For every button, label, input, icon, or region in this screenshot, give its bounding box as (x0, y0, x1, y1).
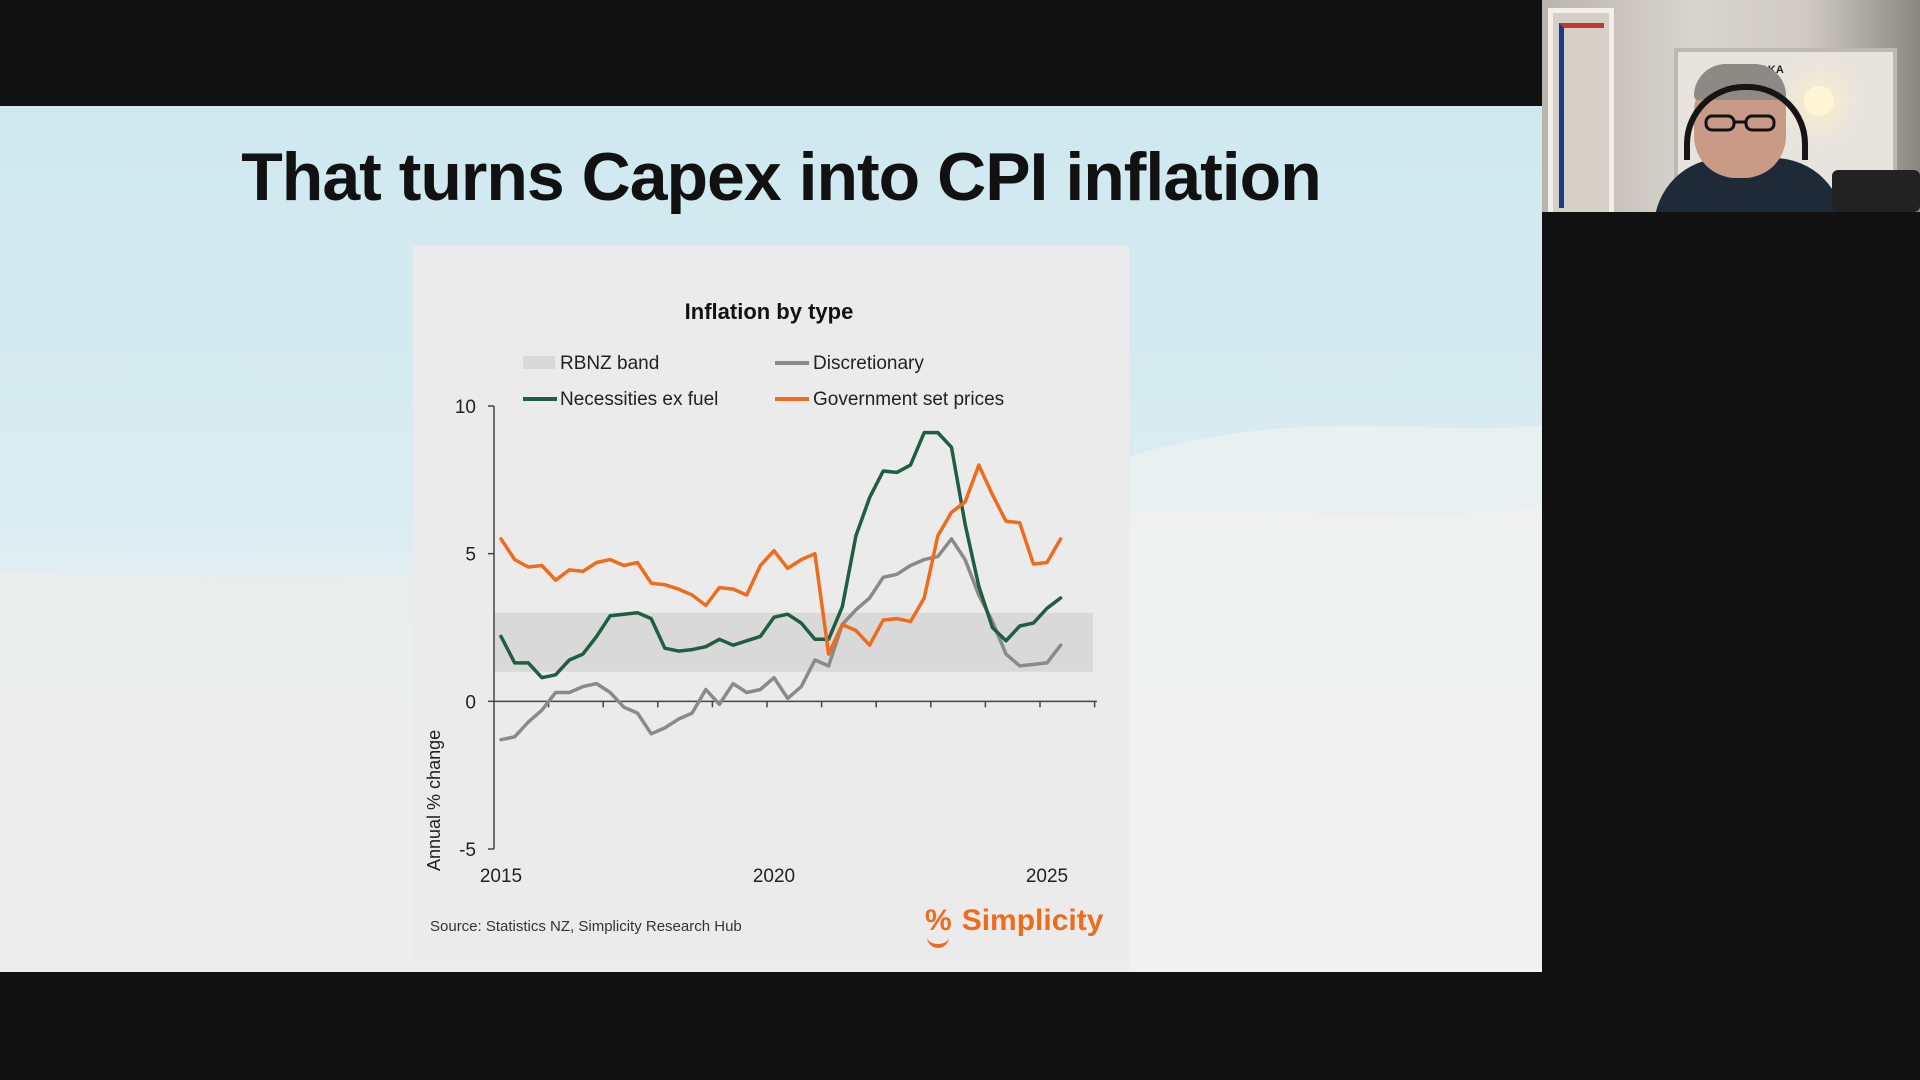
x-tick-label: 2015 (480, 866, 522, 887)
microphone (1832, 170, 1920, 212)
chart-title: Inflation by type (685, 299, 854, 324)
x-tick-label: 2020 (753, 866, 795, 887)
slide-title: That turns Capex into CPI inflation (241, 139, 1321, 215)
legend-label-necessities: Necessities ex fuel (560, 389, 718, 410)
legend-label-rbnz-band: RBNZ band (560, 353, 659, 374)
simplicity-logo: % Simplicity (925, 904, 1104, 948)
logo-wordmark: Simplicity (961, 904, 1104, 937)
inflation-chart: Inflation by type RBNZ band Discretionar… (424, 299, 1097, 887)
y-tick-label: 10 (455, 397, 476, 418)
series-line-government-set-prices (499, 463, 1063, 656)
lamp (1804, 86, 1834, 116)
legend-label-government: Government set prices (813, 389, 1004, 410)
y-tick-label: 5 (465, 545, 476, 566)
rbnz-band (494, 612, 1093, 672)
wall-frame (1548, 8, 1614, 212)
series-line-necessities-ex-fuel (499, 430, 1063, 680)
presentation-slide: That turns Capex into CPI inflation Infl… (0, 106, 1542, 972)
webcam-video-feed: KAKA (1542, 0, 1920, 212)
legend-label-discretionary: Discretionary (813, 353, 924, 374)
source-note: Source: Statistics NZ, Simplicity Resear… (430, 918, 742, 935)
glasses (1704, 114, 1776, 132)
legend-swatch-rbnz-band (523, 356, 555, 369)
x-tick-label: 2025 (1026, 866, 1068, 887)
logo-percent-icon: % (925, 904, 952, 948)
chart-legend: RBNZ band Discretionary Necessities ex f… (523, 353, 1004, 410)
y-axis-label: Annual % change (424, 730, 444, 871)
chart-card: Inflation by type RBNZ band Discretionar… (413, 246, 1129, 962)
series-line-discretionary (499, 537, 1063, 742)
y-tick-label: 0 (465, 692, 476, 713)
y-tick-label: -5 (459, 840, 476, 861)
